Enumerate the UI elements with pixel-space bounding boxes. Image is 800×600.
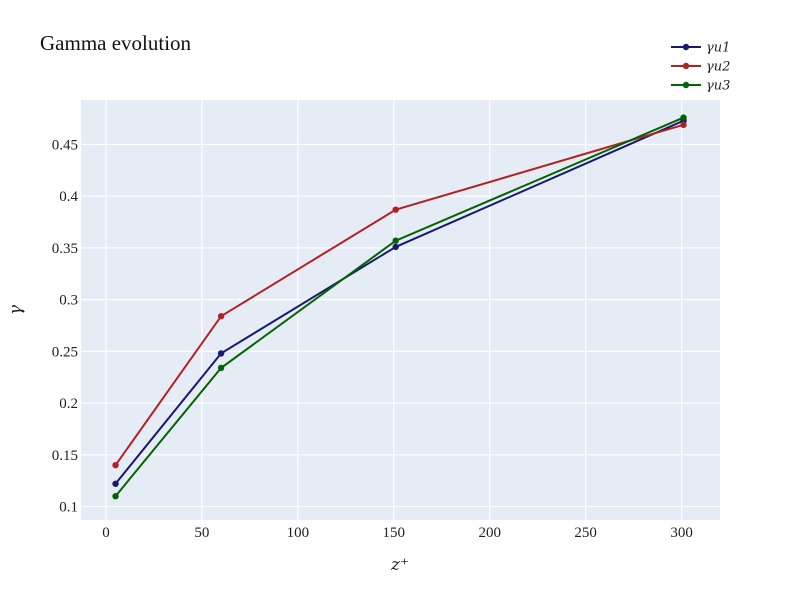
y-tick-label: 0.4	[59, 189, 78, 205]
y-axis-ticks: 0.1 0.15 0.2 0.25 0.3 0.35 0.4 0.45	[52, 137, 79, 515]
x-axis-ticks: 0 50 100 150 200 250 300	[102, 525, 693, 541]
data-point	[217, 313, 225, 320]
series-3	[112, 114, 687, 500]
legend-label: γu2	[706, 60, 730, 75]
x-tick-label: 250	[574, 525, 597, 541]
data-point	[392, 206, 399, 213]
series-line	[114, 119, 684, 485]
y-tick-label: 0.15	[52, 448, 78, 464]
data-point	[392, 237, 399, 244]
legend-label: γu3	[706, 79, 730, 94]
plot-area	[81, 100, 720, 520]
x-tick-label: 100	[287, 525, 310, 541]
y-axis-label: γ	[6, 304, 26, 315]
x-tick-label: 0	[102, 525, 110, 541]
data-point	[680, 114, 687, 121]
legend-item: γu2	[671, 60, 730, 75]
legend-label: γu1	[706, 41, 730, 56]
x-tick-label: 300	[670, 525, 693, 541]
x-tick-label: 150	[383, 525, 406, 541]
data-point	[112, 493, 119, 500]
legend-swatch-marker	[682, 81, 690, 89]
x-tick-label: 50	[194, 525, 209, 541]
legend-item: γu3	[671, 79, 730, 94]
data-point	[217, 364, 225, 372]
data-point	[112, 480, 119, 487]
legend: γu1 γu2 γu3	[671, 41, 730, 94]
y-tick-label: 0.35	[52, 241, 78, 257]
y-tick-label: 0.2	[59, 396, 78, 412]
data-point	[680, 121, 687, 129]
legend-item: γu1	[671, 41, 730, 56]
data-point	[392, 243, 399, 251]
y-tick-label: 0.3	[59, 293, 78, 309]
x-tick-label: 200	[478, 525, 501, 541]
legend-swatch-marker	[682, 62, 690, 70]
legend-swatch-marker	[682, 43, 690, 51]
data-point	[112, 461, 119, 469]
y-tick-label: 0.45	[52, 137, 78, 153]
x-axis-label: z⁺	[390, 555, 409, 575]
series-line	[114, 123, 684, 466]
data-point	[217, 350, 225, 357]
series-group	[112, 114, 687, 500]
series-2	[112, 121, 687, 469]
y-tick-label: 0.1	[59, 500, 78, 516]
grid	[81, 100, 720, 520]
series-line	[114, 116, 684, 497]
chart-title: Gamma evolution	[40, 31, 192, 55]
y-tick-label: 0.25	[52, 344, 78, 360]
